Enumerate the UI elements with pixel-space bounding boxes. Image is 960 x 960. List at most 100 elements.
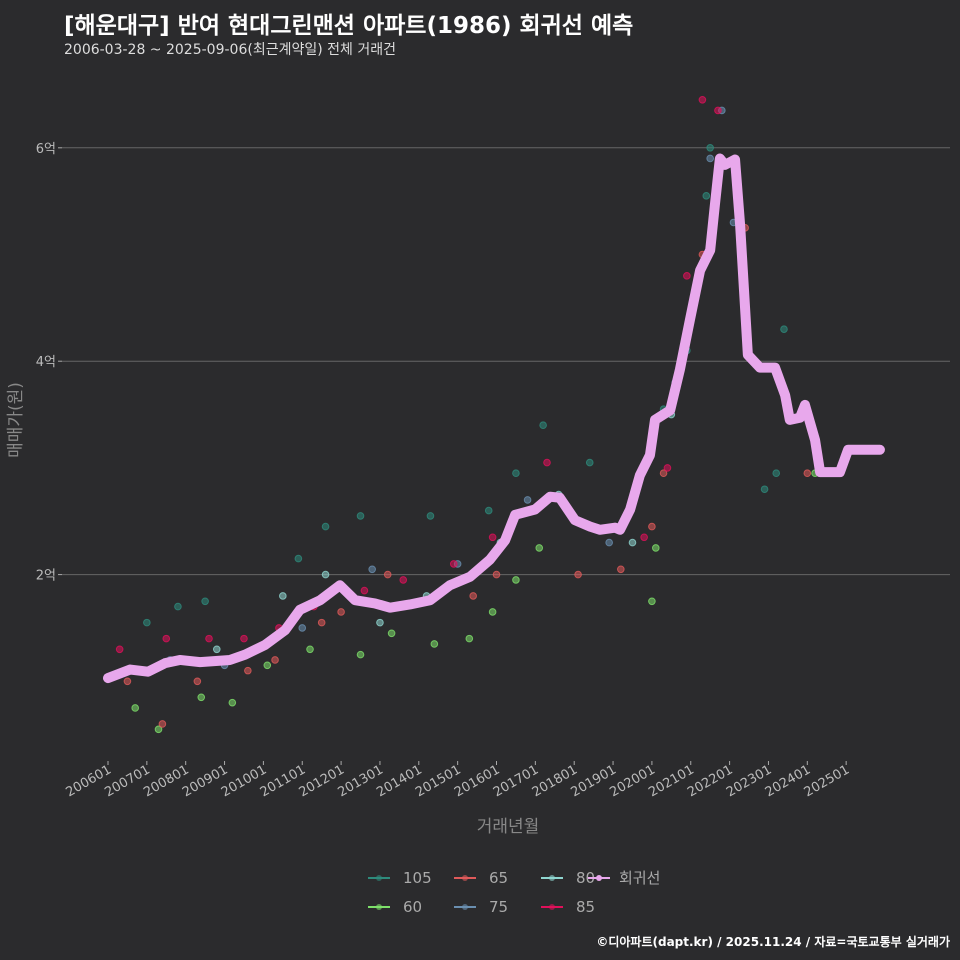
data-point-65 (492, 570, 501, 579)
legend-label: 75 (489, 898, 508, 916)
data-point-75 (523, 496, 532, 504)
chart-subtitle: 2006-03-28 ~ 2025-09-06(최근계약일) 전체 거래건 (64, 42, 396, 58)
data-point-105 (780, 325, 788, 333)
data-point-80 (628, 538, 637, 547)
data-point-80 (321, 570, 330, 579)
data-point-85 (399, 576, 408, 584)
data-point-60 (228, 698, 237, 707)
data-point-85 (698, 95, 707, 104)
legend-label: 60 (403, 898, 422, 916)
data-point-85 (205, 634, 213, 643)
data-point-105 (702, 192, 711, 200)
legend-label: 85 (576, 898, 595, 916)
data-point-85 (663, 464, 672, 472)
data-point-60 (648, 597, 656, 606)
data-point-65 (617, 565, 625, 574)
data-point-85 (543, 458, 551, 467)
legend-marker (376, 904, 382, 910)
x-tick-label: 202501 (802, 762, 852, 800)
data-point-60 (387, 629, 396, 638)
data-point-60 (651, 544, 660, 552)
data-point-65 (317, 618, 326, 627)
data-point-65 (337, 608, 345, 616)
data-point-60 (131, 704, 139, 712)
data-point-65 (158, 720, 167, 728)
data-point-105 (760, 485, 769, 494)
data-point-105 (426, 512, 435, 520)
y-tick-label: 4억 (36, 355, 56, 370)
data-point-105 (484, 506, 493, 515)
data-point-60 (306, 645, 314, 654)
legend-item-60: 60 (368, 898, 422, 916)
data-point-60 (356, 650, 365, 659)
y-axis-title: 매매가(원) (6, 382, 26, 458)
data-point-85 (240, 634, 248, 643)
data-point-60 (535, 544, 544, 552)
data-point-105 (174, 602, 182, 611)
data-point-75 (368, 565, 376, 574)
data-point-105 (585, 458, 594, 467)
legend-label: 65 (489, 869, 508, 887)
data-point-65 (244, 666, 252, 675)
data-point-85 (115, 645, 124, 654)
legend-label: 105 (403, 869, 432, 887)
legend-item-regression: 회귀선 (588, 869, 660, 887)
data-point-105 (772, 469, 781, 478)
data-point-105 (143, 618, 151, 627)
data-point-60 (263, 661, 272, 670)
data-point-85 (162, 634, 171, 643)
data-point-60 (465, 634, 474, 643)
x-axis-title: 거래년월 (477, 817, 540, 837)
legend-item-85: 85 (541, 898, 595, 916)
legend-label: 회귀선 (619, 869, 660, 887)
data-point-65 (271, 656, 279, 664)
data-point-60 (430, 640, 439, 648)
legend-marker (549, 904, 555, 910)
legend-marker (462, 875, 468, 881)
legend-marker (376, 875, 382, 881)
data-point-80 (212, 645, 221, 654)
data-point-75 (298, 624, 307, 632)
regression-line (103, 153, 885, 684)
data-point-105 (539, 421, 547, 430)
data-point-105 (356, 512, 365, 520)
data-point-105 (321, 522, 330, 531)
data-point-65 (648, 522, 656, 531)
data-point-85 (714, 106, 722, 115)
data-point-105 (512, 469, 520, 478)
data-point-65 (574, 570, 582, 579)
legend-marker (462, 904, 468, 910)
data-point-80 (279, 592, 287, 600)
legend-marker (549, 875, 555, 881)
data-point-60 (488, 608, 497, 616)
legend-item-75: 75 (454, 898, 508, 916)
data-point-75 (706, 154, 714, 163)
data-point-65 (123, 677, 132, 686)
data-point-65 (803, 469, 812, 478)
data-point-85 (640, 533, 648, 542)
source-caption: ©디아파트(dapt.kr) / 2025.11.24 / 자료=국토교통부 실… (596, 935, 950, 949)
data-point-65 (193, 677, 202, 686)
legend-marker (596, 875, 602, 881)
chart-title: [해운대구] 반여 현대그린맨션 아파트(1986) 회귀선 예측 (64, 13, 634, 39)
data-point-75 (605, 538, 613, 547)
data-point-85 (360, 586, 369, 595)
legend-item-105: 105 (368, 869, 432, 887)
data-point-85 (683, 272, 691, 280)
data-point-60 (154, 725, 163, 734)
legend-label: 80 (576, 869, 595, 887)
y-tick-label: 6억 (36, 142, 56, 157)
data-point-80 (376, 618, 384, 627)
data-point-105 (706, 144, 714, 152)
y-tick-label: 2억 (36, 569, 56, 584)
data-point-105 (294, 554, 303, 563)
data-point-60 (197, 693, 206, 702)
data-point-65 (383, 570, 392, 579)
data-point-85 (449, 560, 458, 568)
data-point-60 (512, 576, 520, 584)
legend-item-65: 65 (454, 869, 508, 887)
data-point-65 (469, 592, 477, 600)
legend-item-80: 80 (541, 869, 595, 887)
data-point-65 (659, 469, 668, 478)
